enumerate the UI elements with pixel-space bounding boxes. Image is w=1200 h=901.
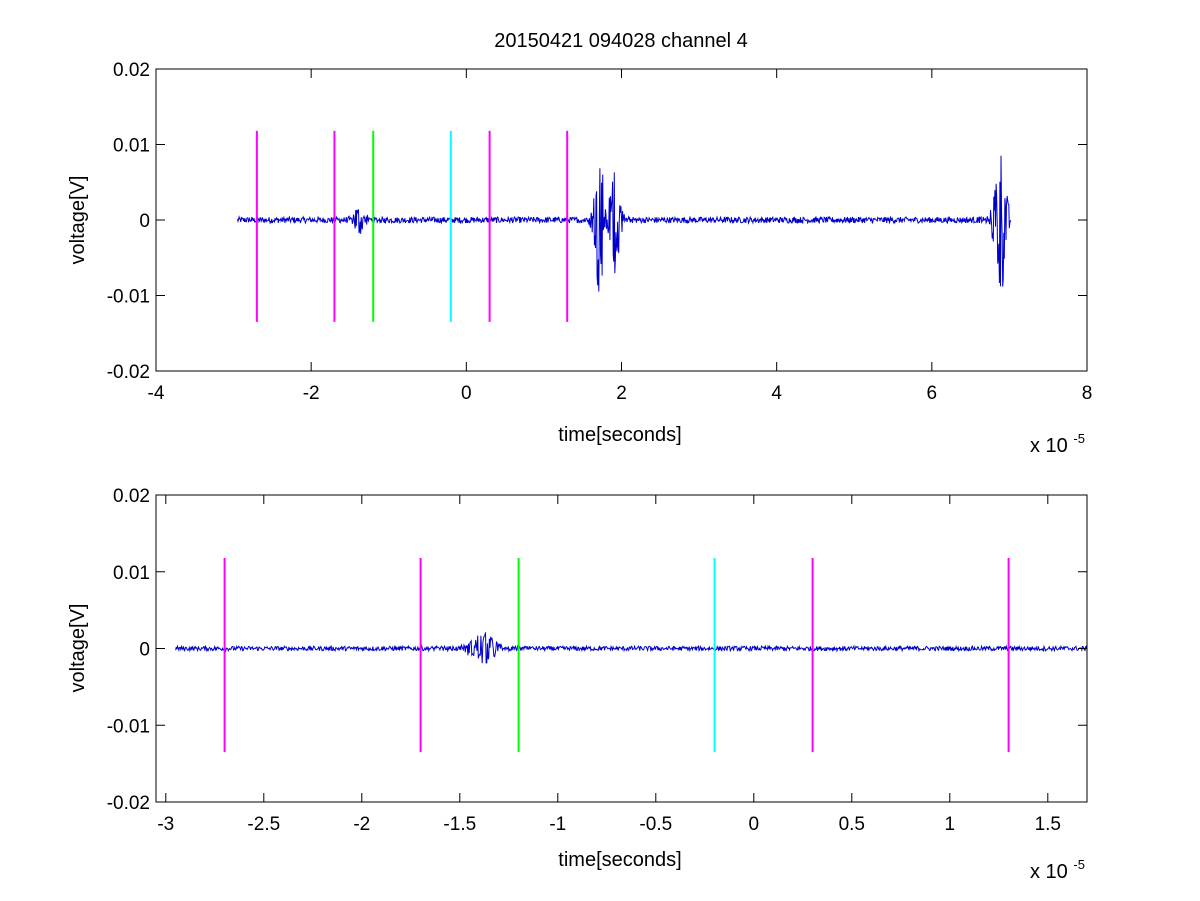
chart-bottom-x-axis-label: time[seconds]	[558, 849, 681, 871]
chart-bottom: -3 -2.5 -2 -1.5 -1 -0.5 0 0.5 1 1.5 -0.02 -0.01 0 0.0…	[67, 486, 1088, 883]
x-tick-label: 0	[461, 383, 472, 404]
chart-top-x-axis-label: time[seconds]	[558, 424, 681, 446]
chart-top-x-exponent-base: x 10	[1030, 435, 1068, 457]
chart-bottom-x-exponent: x 10 -5	[1030, 857, 1085, 883]
x-tick-label: 2	[616, 383, 627, 404]
x-tick-label: 4	[771, 383, 782, 404]
y-tick-label: -0.01	[107, 716, 150, 737]
y-tick-label: 0	[139, 211, 150, 232]
y-tick-label: -0.02	[107, 362, 150, 383]
chart-bottom-ticks: -3 -2.5 -2 -1.5 -1 -0.5 0 0.5 1 1.5 -0.02 -0.01 0 0.0…	[107, 486, 1087, 835]
y-tick-label: -0.01	[107, 287, 150, 308]
chart-top-x-exponent-power: -5	[1073, 431, 1085, 446]
chart-top-y-axis-label: voltage[V]	[67, 176, 89, 265]
chart-title: 20150421 094028 channel 4	[494, 30, 748, 52]
chart-bottom-x-exponent-power: -5	[1073, 857, 1085, 872]
x-tick-label: 1	[945, 814, 956, 835]
chart-bottom-plot-area	[175, 557, 1088, 753]
x-tick-label: -2	[303, 383, 320, 404]
signal-trace-line	[175, 632, 1088, 664]
x-tick-label: 1.5	[1035, 814, 1061, 835]
y-tick-label: 0.01	[113, 136, 150, 157]
y-tick-label: 0.02	[113, 486, 150, 507]
x-tick-label: 8	[1082, 383, 1093, 404]
chart-top-plot-area	[237, 130, 1012, 322]
y-tick-label: -0.02	[107, 793, 150, 814]
x-tick-label: -3	[157, 814, 174, 835]
x-tick-label: -1.5	[443, 814, 476, 835]
chart-bottom-x-exponent-base: x 10	[1030, 861, 1068, 883]
x-tick-label: -0.5	[639, 814, 672, 835]
x-tick-label: -2.5	[247, 814, 280, 835]
y-tick-label: 0.02	[113, 60, 150, 81]
x-tick-label: -2	[353, 814, 370, 835]
x-tick-label: -4	[148, 383, 165, 404]
chart-top-ticks: -4 -2 0 2 4 6 8 -0.02 -0.01 0 0.01 0.02	[107, 60, 1093, 404]
chart-bottom-y-axis-label: voltage[V]	[67, 604, 89, 693]
y-tick-label: 0	[139, 640, 150, 661]
x-tick-label: 0	[749, 814, 760, 835]
chart-top: -4 -2 0 2 4 6 8 -0.02 -0.01 0 0.01 0.02 time[second…	[67, 60, 1092, 457]
x-tick-label: -1	[549, 814, 566, 835]
chart-top-x-exponent: x 10 -5	[1030, 431, 1085, 457]
y-tick-label: 0.01	[113, 563, 150, 584]
x-tick-label: 6	[927, 383, 938, 404]
x-tick-label: 0.5	[839, 814, 865, 835]
signal-trace-line	[237, 155, 1012, 292]
